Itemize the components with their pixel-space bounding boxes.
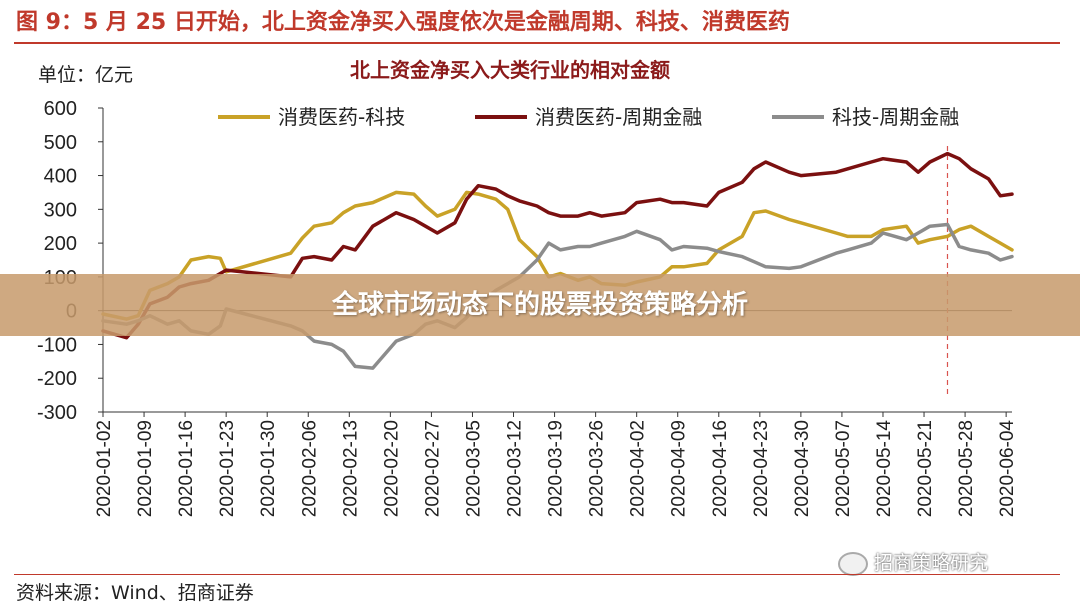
y-tick-label: -200 bbox=[37, 368, 77, 390]
x-tick-label: 2020-01-30 bbox=[258, 420, 279, 517]
x-tick-label: 2020-02-20 bbox=[381, 420, 402, 517]
x-tick-label: 2020-03-19 bbox=[546, 420, 567, 517]
legend-label-1: 消费医药-科技 bbox=[278, 105, 405, 129]
y-tick-label: 300 bbox=[44, 199, 77, 221]
x-tick-label: 2020-05-14 bbox=[874, 420, 895, 518]
x-tick-label: 2020-02-13 bbox=[340, 420, 361, 517]
x-tick-label: 2020-03-12 bbox=[505, 420, 526, 517]
x-tick-label: 2020-03-26 bbox=[587, 420, 608, 517]
banner-title: 全球市场动态下的股票投资策略分析 bbox=[331, 290, 748, 320]
y-tick-label: 200 bbox=[44, 233, 77, 255]
x-tick-label: 2020-02-06 bbox=[299, 420, 320, 517]
y-tick-label: 600 bbox=[44, 98, 77, 120]
x-tick-label: 2020-05-07 bbox=[833, 420, 854, 517]
x-tick-label: 2020-01-09 bbox=[135, 420, 156, 517]
x-tick-label: 2020-01-23 bbox=[217, 420, 238, 517]
wechat-icon bbox=[838, 551, 868, 576]
legend-label-2: 消费医药-周期金融 bbox=[535, 105, 702, 129]
x-tick-label: 2020-04-30 bbox=[792, 420, 813, 517]
x-tick-label: 2020-04-02 bbox=[628, 420, 649, 517]
figure-title: 图 9：5 月 25 日开始，北上资金净买入强度依次是金融周期、科技、消费医药 bbox=[16, 10, 790, 35]
x-tick-label: 2020-04-09 bbox=[669, 420, 690, 517]
unit-label: 单位：亿元 bbox=[38, 64, 134, 86]
overlay-banner bbox=[0, 274, 1080, 336]
x-tick-label: 2020-01-02 bbox=[94, 420, 115, 517]
x-tick-label: 2020-05-28 bbox=[956, 420, 977, 517]
y-tick-label: 400 bbox=[44, 166, 77, 188]
x-tick-label: 2020-05-21 bbox=[915, 420, 936, 517]
x-tick-label: 2020-06-04 bbox=[997, 420, 1018, 518]
x-tick-label: 2020-04-23 bbox=[751, 420, 772, 517]
x-tick-label: 2020-03-05 bbox=[463, 420, 484, 517]
watermark-text: 招商策略研究 bbox=[874, 552, 989, 574]
title-divider bbox=[14, 42, 1060, 44]
source-note: 资料来源：Wind、招商证券 bbox=[16, 582, 254, 604]
legend-label-3: 科技-周期金融 bbox=[832, 105, 959, 129]
x-tick-label: 2020-02-27 bbox=[422, 420, 443, 517]
source-divider bbox=[14, 574, 1060, 575]
y-tick-label: -100 bbox=[37, 334, 77, 356]
x-tick-label: 2020-01-16 bbox=[176, 420, 197, 517]
chart-title: 北上资金净买入大类行业的相对金额 bbox=[350, 58, 670, 82]
y-tick-label: 500 bbox=[44, 132, 77, 154]
watermark: 招商策略研究 bbox=[838, 548, 988, 576]
x-tick-label: 2020-04-16 bbox=[710, 420, 731, 517]
y-tick-label: -300 bbox=[37, 402, 77, 424]
